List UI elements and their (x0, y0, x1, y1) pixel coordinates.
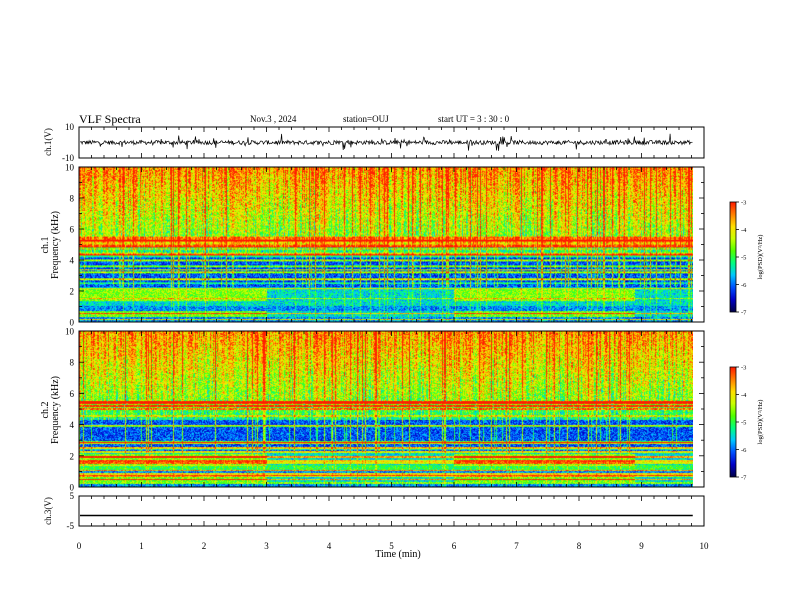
figure-title: VLF Spectra (79, 112, 141, 126)
ch1-colorbar-label: -3 (741, 200, 746, 207)
ch1-spectrogram-ylabel-channel: ch.1 (40, 237, 51, 254)
ch1-colorbar-label: -7 (741, 310, 747, 317)
ch2-colorbar-label: -3 (741, 365, 746, 372)
ch3-waveform-panel: 5 -5 ch.3(V) 0 1 2 3 4 5 6 7 8 9 10 Time (min) (43, 491, 709, 560)
time-axis-tick-labels: 0 1 2 3 4 5 6 7 8 9 10 (77, 541, 709, 551)
ch2-colorbar-label: log(PSD)(V²/Hz) (757, 400, 764, 445)
ch1-waveform-panel: 10 -10 ch.1(V) (43, 122, 705, 163)
time-tick-label: 9 (639, 541, 644, 551)
time-tick-label: 8 (577, 541, 582, 551)
ch3-waveform-ticks (78, 496, 705, 526)
ch1-spectrogram-image (79, 167, 693, 322)
date-label: Nov.3 , 2024 (250, 114, 297, 124)
ch1-frequency-label: 4 (70, 256, 75, 266)
time-tick-label: 4 (327, 541, 332, 551)
ch1-spectrogram-ylabel-frequency: Frequency (kHz) (50, 211, 61, 279)
ch1-frequency-label: 0 (70, 318, 75, 328)
ch1-colorbar-ticks: -3 -4 -5 -6 -7 (736, 200, 747, 317)
time-tick-label: 1 (139, 541, 144, 551)
time-axis-label: Time (min) (375, 549, 420, 560)
time-tick-label: 6 (452, 541, 457, 551)
time-tick-label: 5 (389, 541, 394, 551)
time-tick-label: 2 (202, 541, 207, 551)
ch1-colorbar-gradient (730, 202, 736, 312)
ch2-frequency-label: 4 (70, 420, 75, 430)
ch3-waveform-ylabel: ch.3(V) (43, 497, 53, 525)
ch2-frequency-label: 10 (65, 327, 75, 337)
time-tick-label: 7 (514, 541, 519, 551)
ch2-colorbar-label: -6 (741, 447, 747, 454)
ch2-frequency-label: 2 (70, 451, 75, 461)
ch1-spectrogram-panel: 0 2 4 6 8 10 ch.1 Frequency (kHz) (40, 163, 705, 328)
ch2-frequency-label: 6 (70, 389, 75, 399)
ch2-colorbar-gradient (730, 367, 736, 477)
ch2-spectrogram-xticks (78, 331, 705, 487)
ch1-frequency-label: 10 (65, 163, 75, 173)
time-tick-label: 10 (700, 541, 710, 551)
ch1-colorbar: -3 -4 -5 -6 -7 log(PSD)(V²/Hz) (729, 200, 764, 317)
ch3-ytick-top: 5 (70, 491, 75, 501)
ch2-colorbar: -3 -4 -5 -6 -7 log(PSD)(V²/Hz) (729, 365, 764, 482)
ch2-spectrogram-ylabel-frequency: Frequency (kHz) (50, 376, 61, 444)
ch1-spectrogram-yticks: 0 2 4 6 8 10 (65, 163, 704, 328)
ch2-colorbar-label: -7 (741, 475, 747, 482)
ch1-waveform-line (80, 133, 693, 151)
ch2-colorbar-label: -4 (741, 392, 747, 399)
ch2-spectrogram-panel: 0 2 4 6 8 10 ch.2 Frequency (kHz) (40, 327, 705, 493)
ch1-frequency-label: 6 (70, 225, 75, 235)
time-tick-label: 3 (264, 541, 269, 551)
ch1-waveform-ticks (78, 127, 705, 158)
ch1-frequency-label: 2 (70, 287, 75, 297)
ch1-ytick-bottom: -10 (62, 153, 74, 163)
ch1-waveform-ylabel: ch.1(V) (43, 128, 53, 156)
ch2-spectrogram-ylabel-channel: ch.2 (40, 402, 51, 419)
ch1-colorbar-label: -5 (741, 255, 746, 262)
ch1-spectrogram-xticks (78, 167, 705, 322)
ch2-spectrogram-yticks: 0 2 4 6 8 10 (65, 327, 704, 493)
ch1-colorbar-label: log(PSD)(V²/Hz) (757, 235, 764, 280)
ch3-ytick-bottom: -5 (67, 521, 75, 531)
ch2-colorbar-label: -5 (741, 420, 746, 427)
start-time-label: start UT = 3 : 30 : 0 (438, 114, 510, 124)
ch2-frequency-label: 0 (70, 483, 75, 493)
ch1-frequency-label: 8 (70, 194, 75, 204)
ch2-colorbar-ticks: -3 -4 -5 -6 -7 (736, 365, 747, 482)
ch2-spectrogram-image (79, 331, 693, 487)
station-label: station=OUJ (343, 114, 389, 124)
ch1-colorbar-label: -6 (741, 282, 747, 289)
ch1-colorbar-label: -4 (741, 227, 747, 234)
ch2-frequency-label: 8 (70, 358, 75, 368)
time-tick-label: 0 (77, 541, 82, 551)
ch1-ytick-top: 10 (65, 122, 75, 132)
